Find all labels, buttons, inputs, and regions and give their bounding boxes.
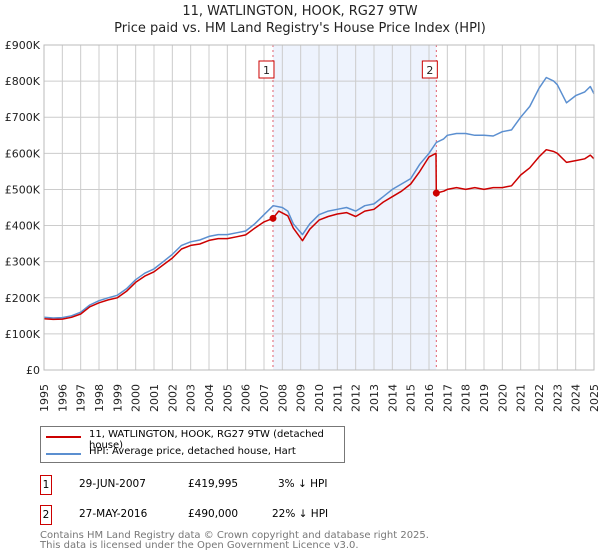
transaction-row: 1 29-JUN-2007 £419,995 3% ↓ HPI xyxy=(40,475,440,495)
y-tick-label: £100K xyxy=(5,328,41,341)
x-tick-label: 2002 xyxy=(166,384,179,412)
sale-label-box xyxy=(258,60,275,79)
x-tick-label: 2013 xyxy=(368,384,381,412)
footer-line-2: This data is licensed under the Open Gov… xyxy=(40,540,359,551)
x-tick-label: 2023 xyxy=(551,384,564,412)
x-tick-label: 2007 xyxy=(258,384,271,412)
legend-item-property: 11, WATLINGTON, HOOK, RG27 9TW (detached… xyxy=(89,429,324,451)
chart-title: 11, WATLINGTON, HOOK, RG27 9TW Price paid… xyxy=(0,3,600,37)
price-chart: £0 £100K £200K £300K £400K £500K £600K £700K £80… xyxy=(5,39,600,412)
legend: 11, WATLINGTON, HOOK, RG27 9TW (detached… xyxy=(40,426,345,463)
x-tick-label: 1998 xyxy=(93,384,106,412)
x-tick-label: 1997 xyxy=(75,384,88,412)
x-tick-label: 2019 xyxy=(478,384,491,412)
transaction-delta: 22% ↓ HPI xyxy=(272,508,329,520)
x-tick-label: 2003 xyxy=(185,384,198,412)
legend-red-line xyxy=(46,436,81,438)
title-line-1: 11, WATLINGTON, HOOK, RG27 9TW xyxy=(182,4,418,19)
x-tick-label: 2000 xyxy=(130,384,143,412)
x-tick-label: 2006 xyxy=(240,384,253,412)
plot-border xyxy=(43,44,595,371)
y-tick-label: £900K xyxy=(5,39,41,52)
x-tick-label: 2010 xyxy=(313,384,326,412)
x-tick-label: 1996 xyxy=(56,384,69,412)
series-line xyxy=(43,76,595,319)
shaded-ownership-period xyxy=(272,45,437,370)
x-tick-label: 2025 xyxy=(588,384,600,412)
x-tick-label: 2009 xyxy=(295,384,308,412)
title-line-2: Price paid vs. HM Land Registry's House … xyxy=(114,21,486,36)
y-tick-label: £0 xyxy=(26,364,40,377)
transaction-marker: 2 xyxy=(40,505,52,525)
series-line xyxy=(43,148,595,321)
y-tick-label: £400K xyxy=(5,220,41,233)
x-tick-label: 2004 xyxy=(203,384,216,412)
x-tick-label: 2024 xyxy=(570,384,583,412)
x-tick-label: 2017 xyxy=(441,384,454,412)
y-tick-label: £600K xyxy=(5,147,41,160)
sale-label: 2 xyxy=(426,64,433,77)
x-tick-label: 2005 xyxy=(221,384,234,412)
y-tick-label: £300K xyxy=(5,256,41,269)
x-tick-label: 2021 xyxy=(515,384,528,412)
y-tick-label: £700K xyxy=(5,111,41,124)
x-tick-label: 2001 xyxy=(148,384,161,412)
sale-label: 1 xyxy=(263,64,270,77)
transaction-price: £419,995 xyxy=(188,478,239,490)
y-tick-label: £800K xyxy=(5,75,41,88)
x-tick-label: 2016 xyxy=(423,384,436,412)
x-tick-label: 2018 xyxy=(460,384,473,412)
x-tick-label: 2015 xyxy=(405,384,418,412)
sale-label-box xyxy=(421,60,438,79)
x-tick-label: 2014 xyxy=(386,384,399,412)
legend-blue-line xyxy=(46,453,81,455)
legend-item-hpi: HPI: Average price, detached house, Hart xyxy=(89,446,296,457)
sale-point xyxy=(269,214,277,222)
transaction-date: 29-JUN-2007 xyxy=(79,478,146,490)
transaction-date: 27-MAY-2016 xyxy=(79,508,148,520)
x-tick-label: 1995 xyxy=(38,384,51,412)
x-tick-label: 2011 xyxy=(331,384,344,412)
transaction-row: 2 27-MAY-2016 £490,000 22% ↓ HPI xyxy=(40,505,440,525)
footer: Contains HM Land Registry data © Crown c… xyxy=(40,531,429,551)
y-tick-label: £200K xyxy=(5,292,41,305)
y-tick-label: £500K xyxy=(5,183,41,196)
x-tick-label: 2020 xyxy=(496,384,509,412)
transaction-price: £490,000 xyxy=(188,508,239,520)
footer-line-1: Contains HM Land Registry data © Crown c… xyxy=(40,530,429,541)
transaction-marker: 1 xyxy=(40,475,52,495)
x-tick-label: 2008 xyxy=(276,384,289,412)
transaction-delta: 3% ↓ HPI xyxy=(278,478,328,490)
x-tick-label: 1999 xyxy=(111,384,124,412)
x-tick-label: 2022 xyxy=(533,384,546,412)
sale-point xyxy=(432,189,440,197)
x-tick-label: 2012 xyxy=(350,384,363,412)
